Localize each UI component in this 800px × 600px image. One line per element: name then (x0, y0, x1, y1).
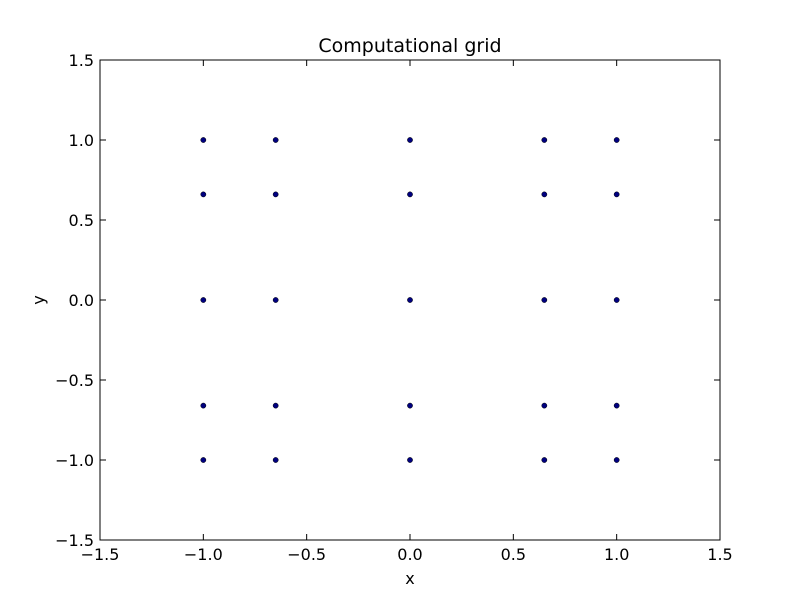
data-point (613, 457, 620, 463)
data-point (613, 402, 620, 409)
x-tick-label: −1.5 (81, 545, 120, 564)
y-tick-label: 1.0 (69, 131, 94, 150)
data-point (200, 402, 207, 409)
data-point (272, 137, 279, 143)
data-point (407, 402, 413, 409)
x-tick-label: 1.5 (707, 545, 732, 564)
data-point (200, 191, 207, 198)
y-tick-label: −1.0 (55, 451, 94, 470)
x-tick-label: 0.5 (501, 545, 526, 564)
data-point (200, 297, 207, 303)
data-point (272, 457, 279, 463)
y-tick-label: 0.5 (69, 211, 94, 230)
x-tick-label: −0.5 (287, 545, 326, 564)
data-point (541, 191, 548, 198)
data-point (541, 137, 548, 143)
data-point (407, 297, 413, 303)
data-point (613, 137, 620, 143)
data-point (613, 297, 620, 303)
x-tick-label: 0.0 (397, 545, 422, 564)
data-point (200, 457, 207, 463)
data-point (541, 297, 548, 303)
x-tick-label: −1.0 (184, 545, 223, 564)
data-point (613, 191, 620, 198)
x-axis-label: x (405, 569, 414, 588)
data-point (272, 402, 279, 409)
axis-ticks: −1.5 −1.0 −0.5 0.0 0.5 1.0 1.5 −1.5 −1.0 −0.5 0.0 0… (55, 51, 733, 564)
y-tick-label: −1.5 (55, 531, 94, 550)
data-point (200, 137, 207, 143)
data-point (541, 402, 548, 409)
y-tick-label: 1.5 (69, 51, 94, 70)
x-tick-label: 1.0 (604, 545, 629, 564)
y-tick-label: −0.5 (55, 371, 94, 390)
data-point (407, 137, 413, 143)
chart-title: Computational grid (318, 35, 501, 57)
data-point (541, 457, 548, 463)
data-point (407, 191, 413, 198)
y-tick-label: 0.0 (69, 291, 94, 310)
data-point (272, 297, 279, 303)
data-point (272, 191, 279, 198)
data-points (200, 137, 620, 463)
data-point (407, 457, 413, 463)
y-axis-label: y (29, 295, 48, 304)
